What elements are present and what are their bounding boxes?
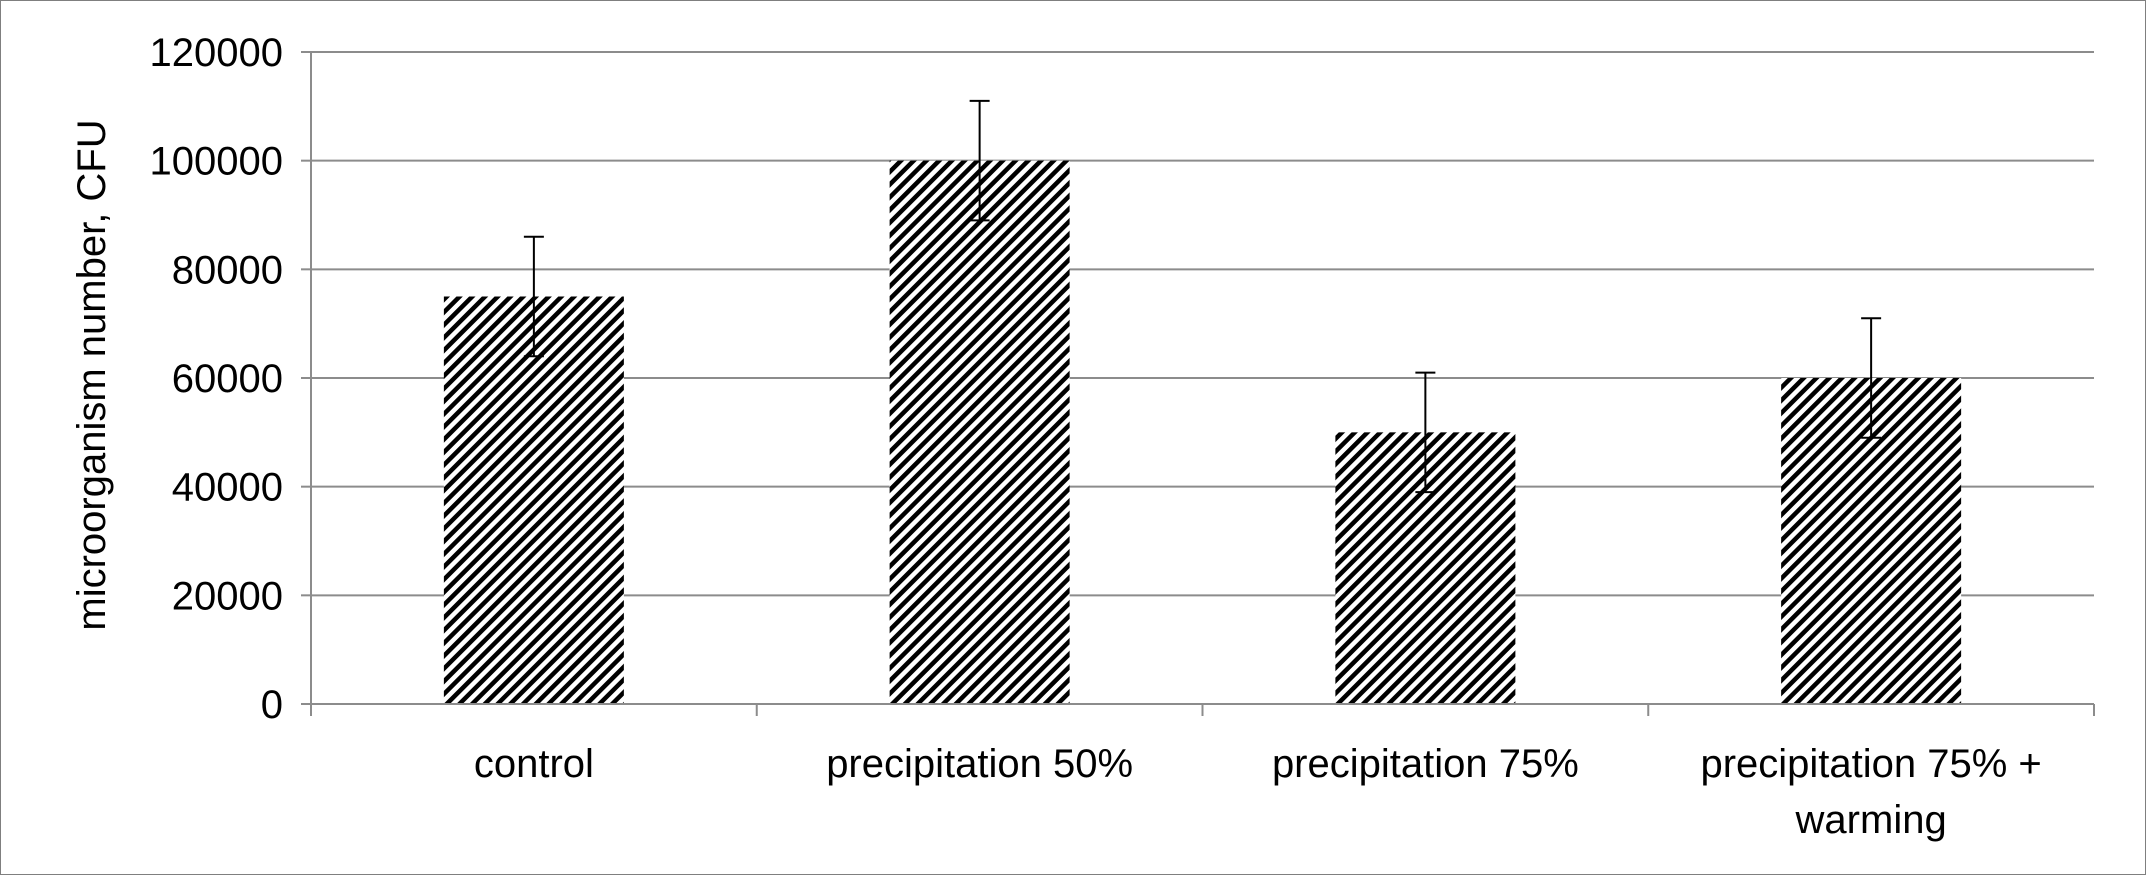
error-bar xyxy=(969,99,990,222)
axes xyxy=(301,51,2095,716)
x-tick-label-line: control xyxy=(474,742,594,786)
y-tick-label: 60000 xyxy=(172,357,283,401)
error-bar xyxy=(1415,371,1436,494)
bars xyxy=(443,160,1962,704)
x-tick-label-line: warming xyxy=(1795,798,1947,842)
y-axis-title: microorganism number, CFU xyxy=(70,119,114,630)
y-tick-label: 0 xyxy=(261,683,283,727)
y-tick-label: 20000 xyxy=(172,574,283,618)
y-tick-label: 80000 xyxy=(172,248,283,292)
error-bar xyxy=(1861,317,1882,439)
x-tick-label: control xyxy=(474,742,594,786)
x-tick-label: precipitation 75% xyxy=(1272,742,1579,786)
y-tick-labels: 0 20000 40000 60000 80000 100000 120000 xyxy=(150,31,283,727)
x-tick-label: precipitation 75% + warming xyxy=(1700,742,2041,842)
error-bar xyxy=(523,235,544,358)
x-tick-label-line: precipitation 75% xyxy=(1272,742,1579,786)
bar xyxy=(889,160,1070,704)
y-tick-label: 120000 xyxy=(150,31,283,75)
x-tick-label-line: precipitation 75% + xyxy=(1700,742,2041,786)
y-tick-label: 40000 xyxy=(172,466,283,510)
x-tick-label: precipitation 50% xyxy=(826,742,1133,786)
bar xyxy=(443,296,624,704)
error-bars xyxy=(523,99,1882,494)
y-tick-label: 100000 xyxy=(150,140,283,184)
x-tick-labels: control precipitation 50% precipitation 75… xyxy=(474,742,2042,842)
x-tick-label-line: precipitation 50% xyxy=(826,742,1133,786)
